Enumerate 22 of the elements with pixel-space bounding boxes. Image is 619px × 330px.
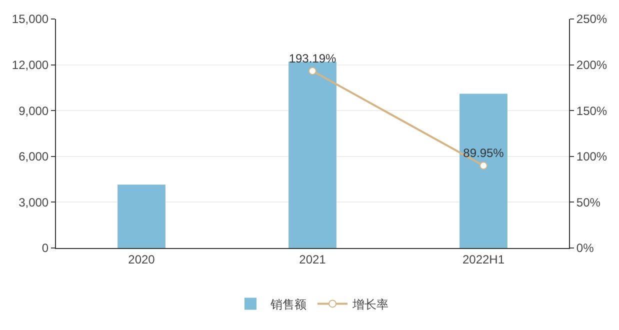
bar xyxy=(288,62,336,248)
y2-tick-label: 250% xyxy=(576,12,608,26)
legend-label: 销售额 xyxy=(270,297,306,312)
y-tick-label: 3,000 xyxy=(18,195,49,210)
x-tick-label: 2021 xyxy=(299,252,326,266)
y-tick-label: 9,000 xyxy=(18,104,49,118)
legend-label: 增长率 xyxy=(352,297,388,312)
bar xyxy=(118,184,166,248)
y-tick-label: 6,000 xyxy=(18,150,49,164)
y-tick-label: 0 xyxy=(42,241,49,256)
y-tick-label: 12,000 xyxy=(12,58,49,72)
y2-tick-label: 0% xyxy=(576,241,594,256)
y2-tick-label: 50% xyxy=(576,195,601,210)
y2-tick-label: 200% xyxy=(576,58,608,72)
y2-tick-label: 150% xyxy=(576,104,608,118)
y2-tick-label: 100% xyxy=(576,150,608,164)
x-tick-label: 2022H1 xyxy=(462,252,505,266)
x-tick-label: 2020 xyxy=(128,252,156,266)
y-tick-label: 15,000 xyxy=(12,12,49,26)
data-label: 89.95% xyxy=(463,146,504,160)
data-label: 193.19% xyxy=(288,52,337,66)
bar xyxy=(460,94,508,248)
